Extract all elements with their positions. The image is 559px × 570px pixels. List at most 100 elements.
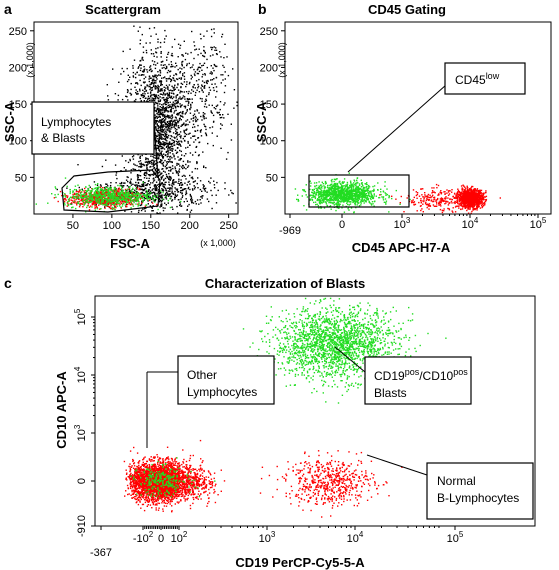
- data-point: [185, 147, 187, 149]
- data-point: [71, 203, 73, 205]
- data-point: [178, 142, 181, 145]
- data-point: [215, 49, 218, 51]
- data-point: [193, 185, 195, 187]
- data-point: [160, 56, 162, 58]
- data-point: [322, 201, 325, 203]
- data-point: [95, 190, 98, 193]
- data-point: [98, 198, 100, 200]
- data-point: [205, 95, 208, 97]
- data-point: [145, 165, 148, 167]
- data-point: [159, 145, 162, 147]
- data-point: [350, 186, 352, 188]
- data-point: [99, 194, 102, 196]
- data-point: [325, 199, 328, 201]
- data-point: [156, 184, 158, 186]
- data-point: [182, 137, 184, 140]
- data-point: [138, 204, 140, 206]
- data-point: [178, 119, 181, 121]
- data-point: [149, 192, 152, 194]
- data-point: [75, 189, 77, 191]
- data-point: [216, 181, 218, 184]
- data-point: [169, 104, 171, 106]
- data-point: [129, 48, 131, 50]
- data-point: [388, 195, 390, 197]
- data-point: [334, 195, 337, 197]
- data-point: [160, 61, 163, 63]
- data-point: [124, 197, 126, 200]
- data-point: [169, 184, 171, 186]
- data-point: [99, 198, 101, 201]
- data-point: [69, 192, 71, 195]
- data-point: [132, 191, 134, 193]
- data-point: [156, 192, 158, 195]
- data-point: [166, 71, 169, 74]
- panel-a-title: Scattergram: [85, 2, 161, 17]
- data-point: [313, 201, 315, 204]
- data-point: [329, 187, 331, 189]
- data-point: [148, 170, 151, 172]
- data-point: [150, 91, 152, 93]
- data-point: [343, 185, 345, 187]
- data-point: [160, 111, 162, 113]
- data-point: [176, 86, 178, 89]
- data-point: [78, 197, 80, 199]
- data-point: [210, 46, 212, 49]
- data-point: [204, 187, 207, 190]
- data-point: [99, 208, 101, 210]
- data-point: [160, 126, 162, 129]
- data-point: [86, 205, 89, 207]
- data-point: [167, 155, 169, 157]
- data-point: [157, 127, 159, 130]
- data-point: [313, 196, 315, 198]
- data-point: [127, 193, 129, 196]
- data-point: [167, 148, 169, 150]
- data-point: [177, 83, 179, 85]
- data-point: [177, 156, 179, 158]
- data-point: [345, 199, 347, 201]
- data-point: [335, 178, 337, 180]
- data-point: [111, 200, 113, 202]
- data-point: [153, 93, 155, 96]
- data-point: [340, 194, 342, 196]
- data-point: [165, 151, 168, 153]
- data-point: [219, 101, 222, 103]
- data-point: [202, 184, 204, 186]
- data-point: [169, 122, 171, 125]
- data-point: [69, 188, 71, 191]
- data-point: [126, 192, 128, 194]
- data-point: [179, 131, 182, 133]
- data-point: [160, 129, 162, 131]
- data-point: [89, 199, 92, 201]
- data-point: [123, 185, 125, 187]
- data-point: [370, 195, 372, 197]
- data-point: [146, 184, 148, 187]
- data-point: [142, 199, 144, 202]
- data-point: [194, 151, 197, 153]
- data-point: [369, 191, 372, 193]
- data-point: [315, 203, 317, 206]
- data-point: [177, 99, 179, 101]
- data-point: [151, 99, 154, 101]
- data-point: [155, 76, 157, 79]
- data-point: [159, 130, 162, 132]
- data-point: [170, 145, 172, 148]
- data-point: [169, 187, 172, 189]
- data-point: [88, 192, 90, 194]
- data-point: [148, 192, 151, 194]
- data-point: [144, 68, 146, 70]
- data-point: [174, 166, 176, 168]
- data-point: [332, 194, 334, 197]
- data-point: [186, 81, 188, 83]
- data-point: [171, 123, 173, 125]
- data-point: [197, 118, 199, 121]
- data-point: [337, 195, 339, 198]
- data-point: [363, 202, 365, 204]
- data-point: [213, 120, 215, 123]
- data-point: [198, 70, 201, 73]
- data-point: [171, 200, 173, 202]
- data-point: [174, 105, 177, 108]
- data-point: [147, 183, 149, 185]
- data-point: [203, 46, 205, 48]
- data-point: [86, 197, 89, 200]
- data-point: [115, 172, 118, 174]
